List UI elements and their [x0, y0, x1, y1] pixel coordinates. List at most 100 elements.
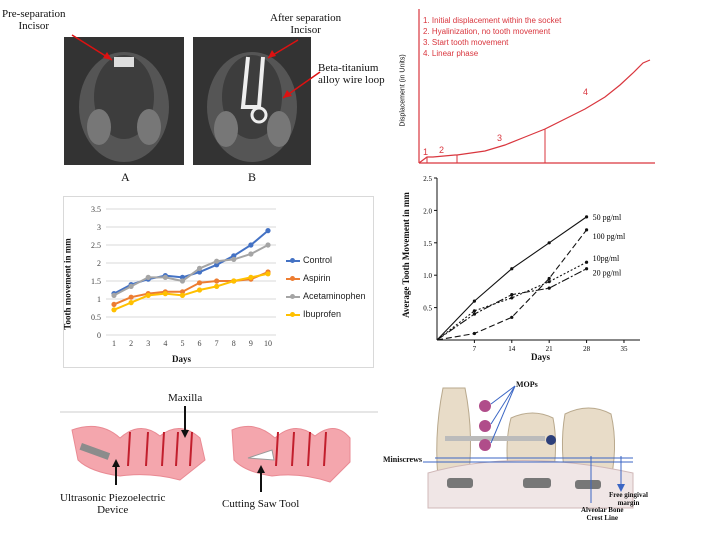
series-line — [436, 216, 587, 341]
legend-label: Acetaminophen — [303, 291, 366, 301]
label-free-gingival-margin: Free gingival margin — [609, 491, 648, 507]
data-point — [472, 331, 476, 336]
legend-item: Control — [286, 255, 332, 265]
x-tick-label: 7 — [215, 339, 219, 348]
data-point — [214, 283, 220, 289]
label-miniscrews: Miniscrews — [383, 455, 422, 464]
series-line — [436, 261, 587, 341]
xray-panel: Pre-separation Incisor After separation … — [0, 0, 385, 190]
xray-image-a — [64, 37, 184, 165]
drug-chart: 0 0.5 1 1.5 2 2.5 3 3.5 1 2 3 4 5 6 7 8 9 10 — [91, 205, 276, 348]
series-line — [436, 268, 587, 341]
data-point — [472, 309, 476, 313]
data-point — [196, 269, 203, 275]
x-tick-label: 4 — [163, 339, 167, 348]
data-point — [128, 300, 134, 306]
data-point — [179, 289, 186, 295]
series-label: 10pg/ml — [593, 254, 620, 263]
data-point — [196, 280, 203, 286]
drug-chart-panel: 0 0.5 1 1.5 2 2.5 3 3.5 1 2 3 4 5 6 7 8 9 10 Tooth moveme… — [63, 196, 374, 368]
xray-image-b — [193, 37, 311, 165]
x-tick-label: 21 — [546, 345, 554, 353]
label-piezo: Ultrasonic Piezoelectric Device — [60, 492, 166, 516]
data-point — [584, 228, 589, 232]
data-point — [472, 312, 476, 316]
data-point — [196, 265, 203, 271]
data-point — [472, 299, 476, 303]
y-tick-label: 2.5 — [423, 175, 432, 183]
data-point — [248, 274, 254, 280]
x-tick-label: 7 — [473, 345, 477, 353]
caption-a: A — [121, 170, 130, 184]
data-point — [214, 262, 220, 268]
series-line — [113, 244, 269, 297]
drug-chart-legend: Control Aspirin Acetaminophen Ibuprofen — [286, 255, 372, 335]
x-tick-label: 6 — [198, 339, 202, 348]
legend-label: Aspirin — [303, 273, 331, 283]
legend-swatch — [286, 257, 300, 263]
data-point — [145, 274, 151, 280]
label-pre-separation: Pre-separation Incisor — [2, 8, 66, 32]
y-tick-label: 1.0 — [423, 272, 432, 280]
pth-chart: 0.5 1.0 1.5 2.0 2.5 7 14 21 28 35 50 pg/ml 100 pg/m… — [423, 175, 640, 353]
surgery-illustration — [60, 406, 378, 492]
data-point — [510, 315, 514, 319]
data-point — [265, 228, 271, 234]
legend-item: Aspirin — [286, 273, 331, 283]
data-point — [179, 292, 186, 298]
y-tick-label: 0 — [97, 331, 101, 340]
data-point — [231, 253, 237, 259]
data-point — [111, 301, 117, 307]
data-point — [547, 286, 551, 290]
data-point — [179, 278, 186, 284]
pth-chart-panel: 0.5 1.0 1.5 2.0 2.5 7 14 21 28 35 50 pg/ml 100 pg/m… — [395, 170, 655, 370]
data-point — [510, 293, 514, 297]
legend-item: Ibuprofen — [286, 309, 341, 319]
x-tick-label: 10 — [264, 339, 272, 348]
caption-b: B — [248, 170, 257, 184]
x-tick-label: 1 — [112, 339, 116, 348]
data-point — [128, 294, 134, 300]
y-tick-label: 2 — [97, 259, 101, 268]
x-tick-label: 28 — [583, 345, 591, 353]
displacement-legend-item: 4. Linear phase — [423, 49, 479, 58]
mops-illustration — [423, 385, 634, 509]
displacement-legend-item: 2. Hyalinization, no tooth movement — [423, 27, 551, 36]
label-wire-loop: Beta-titanium alloy wire loop — [318, 62, 385, 86]
surgery-panel: Maxilla Ultrasonic Piezoelectric Device … — [60, 380, 380, 540]
displacement-panel: Displacement (in Units) 1. Initial displ… — [400, 5, 655, 170]
legend-swatch — [286, 275, 300, 281]
y-tick-label: 2.0 — [423, 207, 432, 215]
legend-item: Acetaminophen — [286, 291, 366, 301]
phase-label-3: 3 — [497, 133, 503, 143]
series-label: 50 pg/ml — [593, 213, 622, 222]
x-tick-label: 2 — [129, 339, 133, 348]
data-point — [214, 258, 220, 264]
series-line — [113, 272, 269, 311]
data-point — [547, 276, 551, 281]
legend-label: Control — [303, 255, 333, 265]
label-maxilla: Maxilla — [168, 392, 203, 404]
y-tick-label: 1.5 — [91, 277, 101, 286]
x-tick-label: 8 — [232, 339, 236, 348]
displacement-legend-item: 3. Start tooth movement — [423, 38, 509, 47]
data-point — [162, 274, 168, 280]
drug-chart-ylabel: Tooth movement in mm — [62, 238, 73, 330]
x-tick-label: 35 — [620, 345, 628, 353]
label-saw: Cutting Saw Tool — [222, 498, 300, 510]
pth-chart-ylabel: Average Tooth Movement in mm — [400, 192, 411, 318]
x-tick-label: 9 — [249, 339, 253, 348]
displacement-ylabel: Displacement (in Units) — [399, 54, 407, 127]
xray-arrows — [71, 34, 321, 99]
data-point — [248, 251, 254, 257]
drug-chart-xlabel: Days — [172, 354, 192, 364]
displacement-legend-item: 1. Initial displacement within the socke… — [423, 16, 562, 25]
data-point — [265, 242, 271, 248]
data-point — [214, 278, 220, 284]
x-tick-label: 3 — [146, 339, 150, 348]
data-point — [231, 256, 237, 262]
pth-chart-xlabel: Days — [531, 352, 551, 362]
phase-label-1: 1 — [423, 147, 429, 157]
displacement-curve — [418, 9, 655, 164]
y-tick-label: 1 — [97, 295, 101, 304]
